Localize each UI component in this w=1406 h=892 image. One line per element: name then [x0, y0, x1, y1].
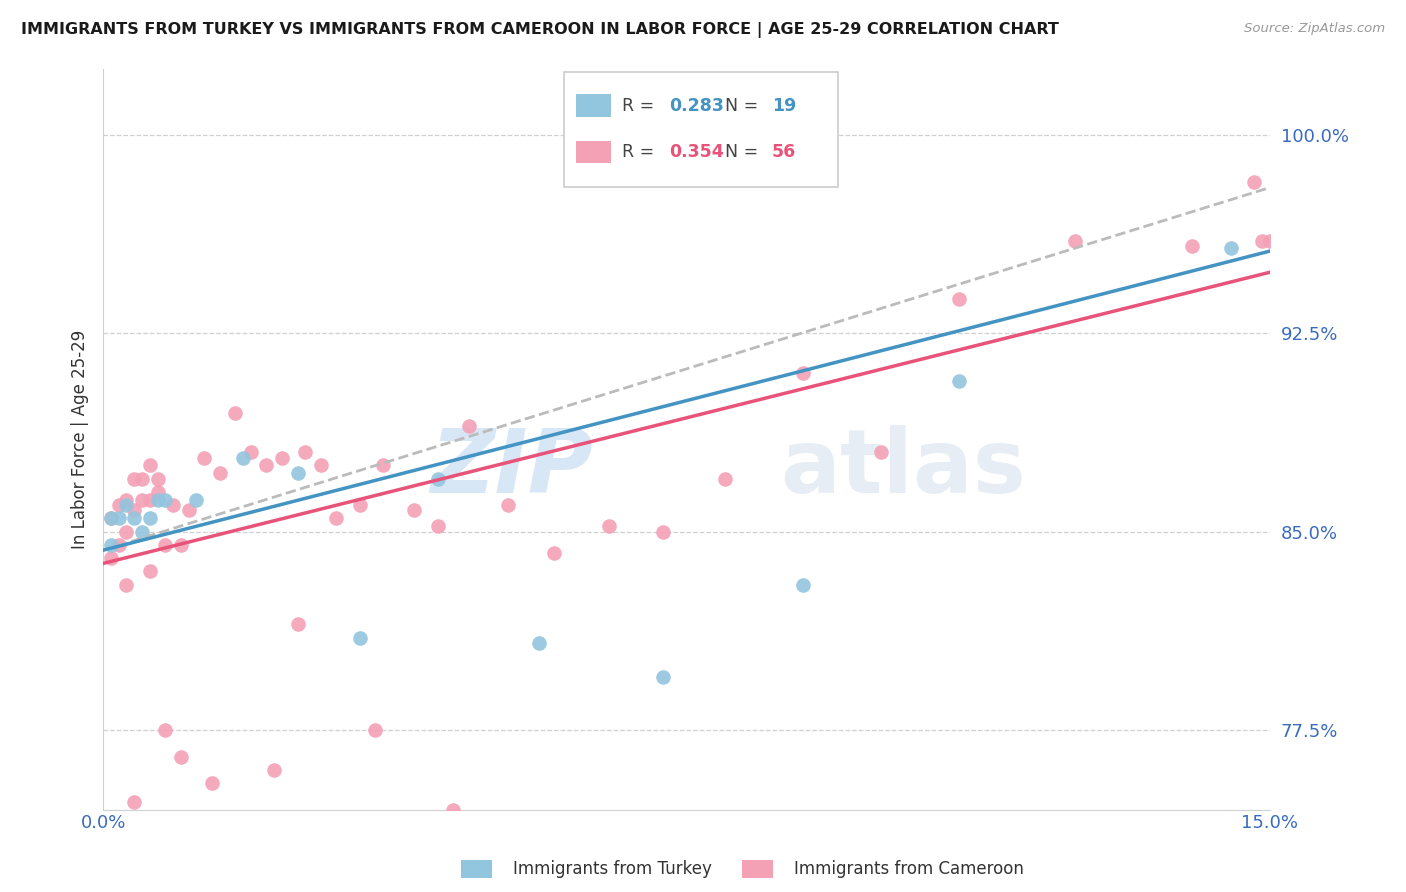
Point [1251, 234, 1274, 248]
Point [294, 445, 316, 459]
Point [131, 472, 153, 486]
Point [652, 524, 675, 539]
Point [139, 511, 162, 525]
Text: Source: ZipAtlas.com: Source: ZipAtlas.com [1244, 22, 1385, 36]
Point [122, 503, 145, 517]
Point [100, 511, 122, 525]
Point [139, 492, 162, 507]
Point [325, 511, 347, 525]
Point [193, 450, 215, 465]
Text: 19: 19 [772, 96, 796, 114]
Point [155, 723, 177, 738]
Point [426, 472, 449, 486]
Point [426, 519, 449, 533]
Point [309, 458, 332, 473]
Point [115, 577, 138, 591]
Point [652, 670, 675, 684]
Point [349, 631, 371, 645]
Point [792, 577, 814, 591]
Point [1219, 242, 1241, 256]
Point [948, 292, 970, 306]
Point [100, 511, 122, 525]
Point [256, 458, 278, 473]
Point [364, 723, 387, 738]
Point [792, 366, 814, 380]
Point [115, 524, 138, 539]
Point [107, 498, 129, 512]
Bar [575, 141, 610, 163]
Point [271, 450, 294, 465]
Point [263, 763, 285, 777]
Point [371, 458, 394, 473]
Point [139, 565, 162, 579]
Point [287, 617, 309, 632]
Text: Immigrants from Cameroon: Immigrants from Cameroon [794, 860, 1024, 878]
Point [122, 795, 145, 809]
Text: N =: N = [725, 144, 763, 161]
Point [1243, 175, 1265, 189]
Text: Immigrants from Turkey: Immigrants from Turkey [513, 860, 711, 878]
Point [543, 546, 565, 560]
Point [100, 538, 122, 552]
Text: ZIP: ZIP [430, 425, 593, 512]
Bar [575, 95, 610, 117]
Text: atlas: atlas [780, 425, 1025, 512]
Point [122, 472, 145, 486]
Point [714, 472, 737, 486]
Point [527, 636, 550, 650]
Text: 56: 56 [772, 144, 796, 161]
Point [457, 418, 479, 433]
Point [287, 467, 309, 481]
Point [232, 815, 254, 830]
Point [404, 503, 426, 517]
Point [224, 406, 246, 420]
Point [155, 492, 177, 507]
Point [186, 492, 208, 507]
Text: 0.354: 0.354 [669, 144, 724, 161]
Point [232, 450, 254, 465]
Point [107, 538, 129, 552]
Point [100, 551, 122, 566]
Point [239, 445, 262, 459]
Point [115, 498, 138, 512]
Point [170, 749, 193, 764]
Text: R =: R = [623, 96, 659, 114]
Point [1064, 234, 1087, 248]
Point [598, 519, 620, 533]
Point [155, 538, 177, 552]
Point [1258, 234, 1281, 248]
Point [177, 503, 200, 517]
Point [146, 492, 169, 507]
Point [115, 492, 138, 507]
FancyBboxPatch shape [564, 72, 838, 187]
Point [146, 472, 169, 486]
Point [122, 511, 145, 525]
Point [1181, 239, 1204, 253]
Point [496, 498, 519, 512]
Point [349, 498, 371, 512]
Point [162, 498, 184, 512]
Point [441, 803, 464, 817]
Point [107, 511, 129, 525]
Text: N =: N = [725, 96, 763, 114]
Y-axis label: In Labor Force | Age 25-29: In Labor Force | Age 25-29 [72, 329, 89, 549]
Point [131, 524, 153, 539]
Point [948, 374, 970, 388]
Text: IMMIGRANTS FROM TURKEY VS IMMIGRANTS FROM CAMEROON IN LABOR FORCE | AGE 25-29 CO: IMMIGRANTS FROM TURKEY VS IMMIGRANTS FRO… [21, 22, 1059, 38]
Point [139, 458, 162, 473]
Point [131, 492, 153, 507]
Point [146, 485, 169, 500]
Text: R =: R = [623, 144, 659, 161]
Point [208, 467, 231, 481]
Point [170, 538, 193, 552]
Point [201, 776, 224, 790]
Text: 0.283: 0.283 [669, 96, 724, 114]
Point [869, 445, 891, 459]
